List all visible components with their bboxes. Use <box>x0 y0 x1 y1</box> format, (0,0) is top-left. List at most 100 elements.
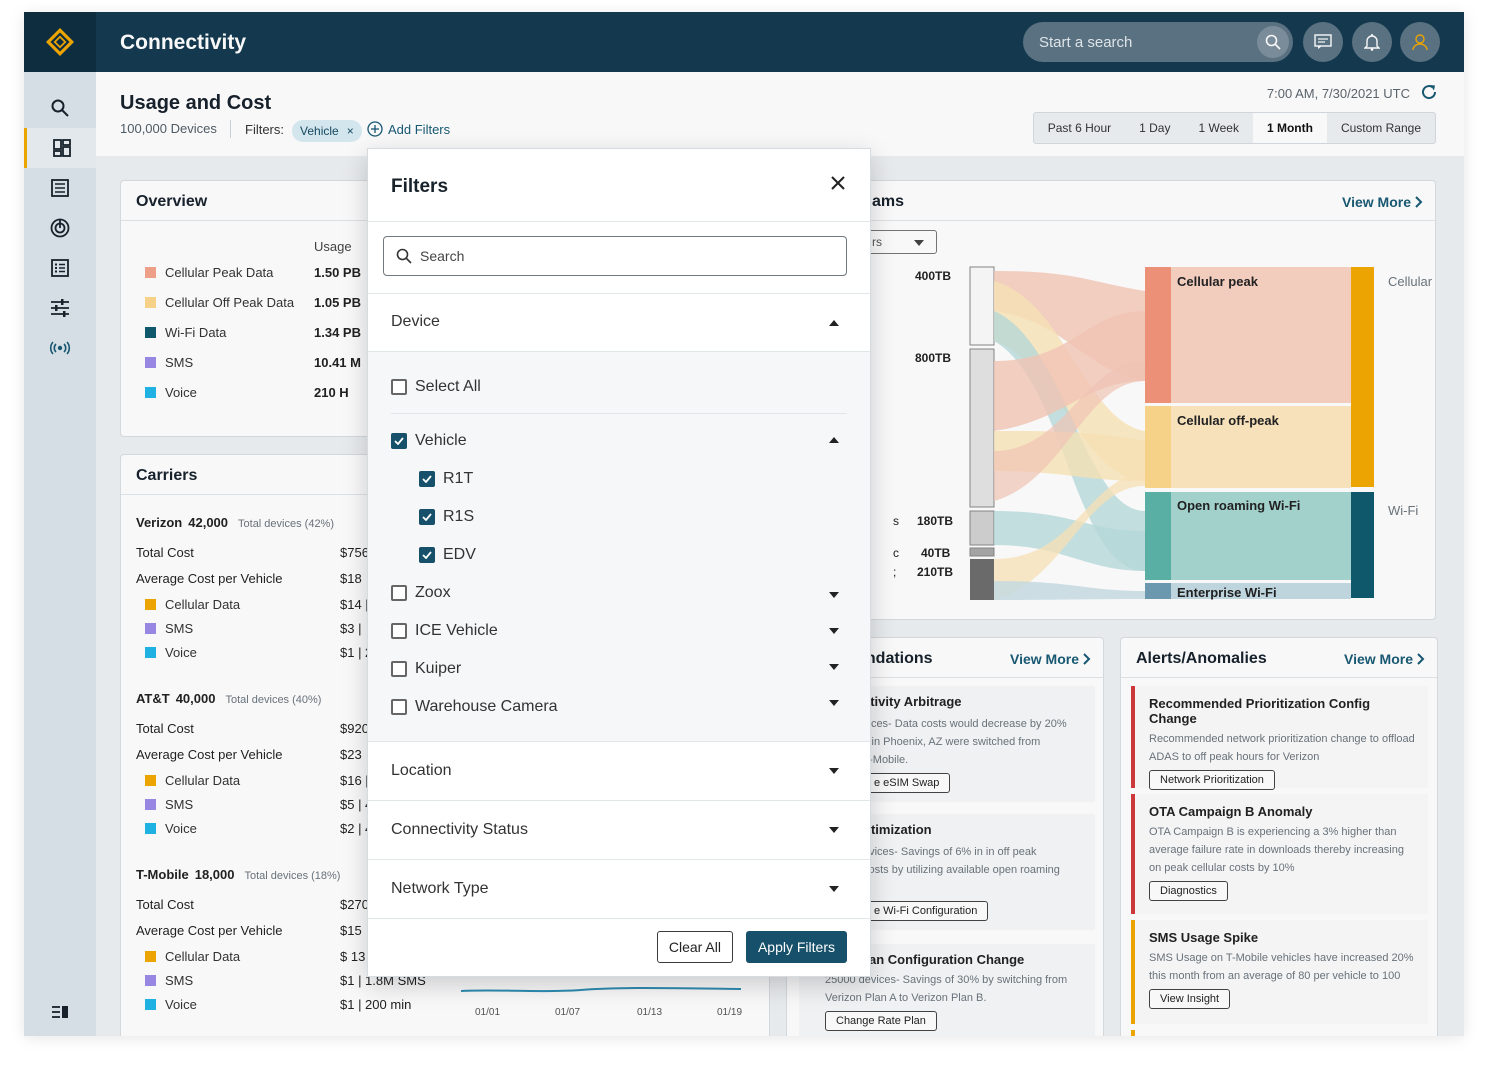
kuiper-checkbox[interactable]: Kuiper <box>391 660 461 678</box>
avg-cost-label: Average Cost per Vehicle <box>136 923 283 938</box>
logo[interactable] <box>24 12 96 72</box>
alert-action-button[interactable]: View Insight <box>1149 989 1231 1009</box>
divider <box>1121 677 1437 678</box>
messages-button[interactable] <box>1303 22 1343 62</box>
checkbox-checked[interactable] <box>391 433 407 449</box>
chevron-down-icon[interactable] <box>829 628 839 634</box>
sidebar-item-dashboard[interactable] <box>24 128 96 168</box>
alerts-view-more[interactable]: View More <box>1344 651 1425 667</box>
sidebar-item-settings[interactable] <box>24 288 96 328</box>
sidebar-collapse-button[interactable] <box>24 992 96 1032</box>
tab-1-month[interactable]: 1 Month <box>1252 113 1327 143</box>
sidebar-item-search[interactable] <box>24 88 96 128</box>
location-section-header[interactable]: Location <box>391 762 452 779</box>
collapse-icon <box>52 1006 68 1018</box>
recommendation-action-button[interactable]: Change Rate Plan <box>825 1011 937 1031</box>
checkbox[interactable] <box>391 379 407 395</box>
breakdown-label: Voice <box>165 821 197 836</box>
filter-chip-vehicle[interactable]: Vehicle × <box>292 120 362 142</box>
x-tick-label: 01/13 <box>637 1007 663 1018</box>
sankey-band <box>1171 492 1351 580</box>
recommendation-action-button[interactable]: e Wi-Fi Configuration <box>863 901 989 921</box>
swatch <box>145 999 156 1010</box>
cost-breakdown-item: Cellular Data <box>145 597 240 612</box>
checkbox[interactable] <box>391 699 407 715</box>
checkbox-checked[interactable] <box>419 509 435 525</box>
checkbox-label: Select All <box>415 378 481 395</box>
refresh-button[interactable] <box>1420 83 1438 106</box>
apply-filters-button[interactable]: Apply Filters <box>745 931 847 963</box>
alert-action-button[interactable]: Diagnostics <box>1149 881 1228 901</box>
vehicle-checkbox[interactable]: Vehicle <box>391 432 467 450</box>
total-cost-value: $756 <box>340 545 369 560</box>
r1t-checkbox[interactable]: R1T <box>419 470 473 488</box>
warehouse-camera-checkbox[interactable]: Warehouse Camera <box>391 698 558 716</box>
legend-item: Wi-Fi Data <box>145 322 226 342</box>
sankey-flow <box>994 511 1145 571</box>
tab-past-6-hour[interactable]: Past 6 Hour <box>1047 121 1112 135</box>
checkbox[interactable] <box>391 623 407 639</box>
view-more-label: View More <box>1342 194 1411 210</box>
chevron-up-icon[interactable] <box>829 320 839 326</box>
mini-line-chart <box>461 987 742 993</box>
checkbox-checked[interactable] <box>419 547 435 563</box>
alert-desc: OTA Campaign B is experiencing a 3% high… <box>1149 826 1404 874</box>
sidebar-item-connectivity[interactable] <box>24 328 96 368</box>
profile-button[interactable] <box>1400 22 1440 62</box>
tab-custom-range[interactable]: Custom Range <box>1340 121 1421 135</box>
sidebar-item-reports[interactable] <box>24 248 96 288</box>
chevron-down-icon[interactable] <box>829 827 839 833</box>
streams-view-more[interactable]: View More <box>1342 194 1423 210</box>
recommendation-desc: 25000 devices- Savings of 30% by switchi… <box>825 974 1068 1004</box>
sankey-node <box>1145 583 1171 599</box>
carrier-name: T-Mobile <box>136 867 189 882</box>
refresh-icon <box>1422 85 1437 100</box>
edv-checkbox[interactable]: EDV <box>419 546 476 564</box>
sankey-flow <box>994 471 1145 600</box>
search-button[interactable] <box>1257 26 1289 58</box>
carrier-share: Total devices (18%) <box>244 870 341 882</box>
chevron-down-icon[interactable] <box>829 768 839 774</box>
add-filters-button[interactable]: Add Filters <box>367 121 450 137</box>
recommendations-view-more[interactable]: View More <box>1010 651 1091 667</box>
breakdown-label: Voice <box>165 645 197 660</box>
zoox-checkbox[interactable]: Zoox <box>391 584 451 602</box>
breakdown-value: $14 | <box>340 597 369 612</box>
checkbox[interactable] <box>391 585 407 601</box>
chevron-down-icon[interactable] <box>829 664 839 670</box>
checkbox[interactable] <box>391 661 407 677</box>
sidebar-item-list[interactable] <box>24 168 96 208</box>
chevron-down-icon[interactable] <box>829 592 839 598</box>
alert-action-button[interactable]: Network Prioritization <box>1149 770 1275 790</box>
recommendation-action-button[interactable]: e eSIM Swap <box>863 773 951 793</box>
app-window: Connectivity <box>24 12 1464 1036</box>
r1s-checkbox[interactable]: R1S <box>419 508 474 526</box>
chevron-down-icon[interactable] <box>829 886 839 892</box>
app-title: Connectivity <box>120 31 247 54</box>
checkbox-checked[interactable] <box>419 471 435 487</box>
chevron-up-icon[interactable] <box>829 437 839 443</box>
chip-remove-icon[interactable]: × <box>346 124 354 138</box>
chevron-down-icon[interactable] <box>829 700 839 706</box>
ice-vehicle-checkbox[interactable]: ICE Vehicle <box>391 622 498 640</box>
cost-breakdown-item: Voice <box>145 821 197 836</box>
notifications-button[interactable] <box>1352 22 1392 62</box>
check-icon <box>394 437 404 445</box>
connectivity-status-section-header[interactable]: Connectivity Status <box>391 821 528 838</box>
tab-1-day[interactable]: 1 Day <box>1139 121 1171 135</box>
close-filters-button[interactable] <box>830 175 846 196</box>
swatch <box>145 799 156 810</box>
global-search[interactable] <box>1023 22 1293 62</box>
sankey-node <box>1351 492 1374 598</box>
device-section-header[interactable]: Device <box>391 313 440 330</box>
sidebar-item-radar[interactable] <box>24 208 96 248</box>
tab-1-week[interactable]: 1 Week <box>1198 121 1239 135</box>
network-type-section-header[interactable]: Network Type <box>391 880 489 897</box>
carrier-header: AT&T 40,000 Total devices (40%) <box>136 691 321 706</box>
filter-search-input[interactable] <box>420 248 820 264</box>
search-input[interactable] <box>1039 32 1249 52</box>
select-all-checkbox[interactable]: Select All <box>391 378 481 396</box>
carrier-share: Total devices (40%) <box>225 694 322 706</box>
clear-all-button[interactable]: Clear All <box>656 931 733 963</box>
filter-search[interactable] <box>383 236 847 276</box>
